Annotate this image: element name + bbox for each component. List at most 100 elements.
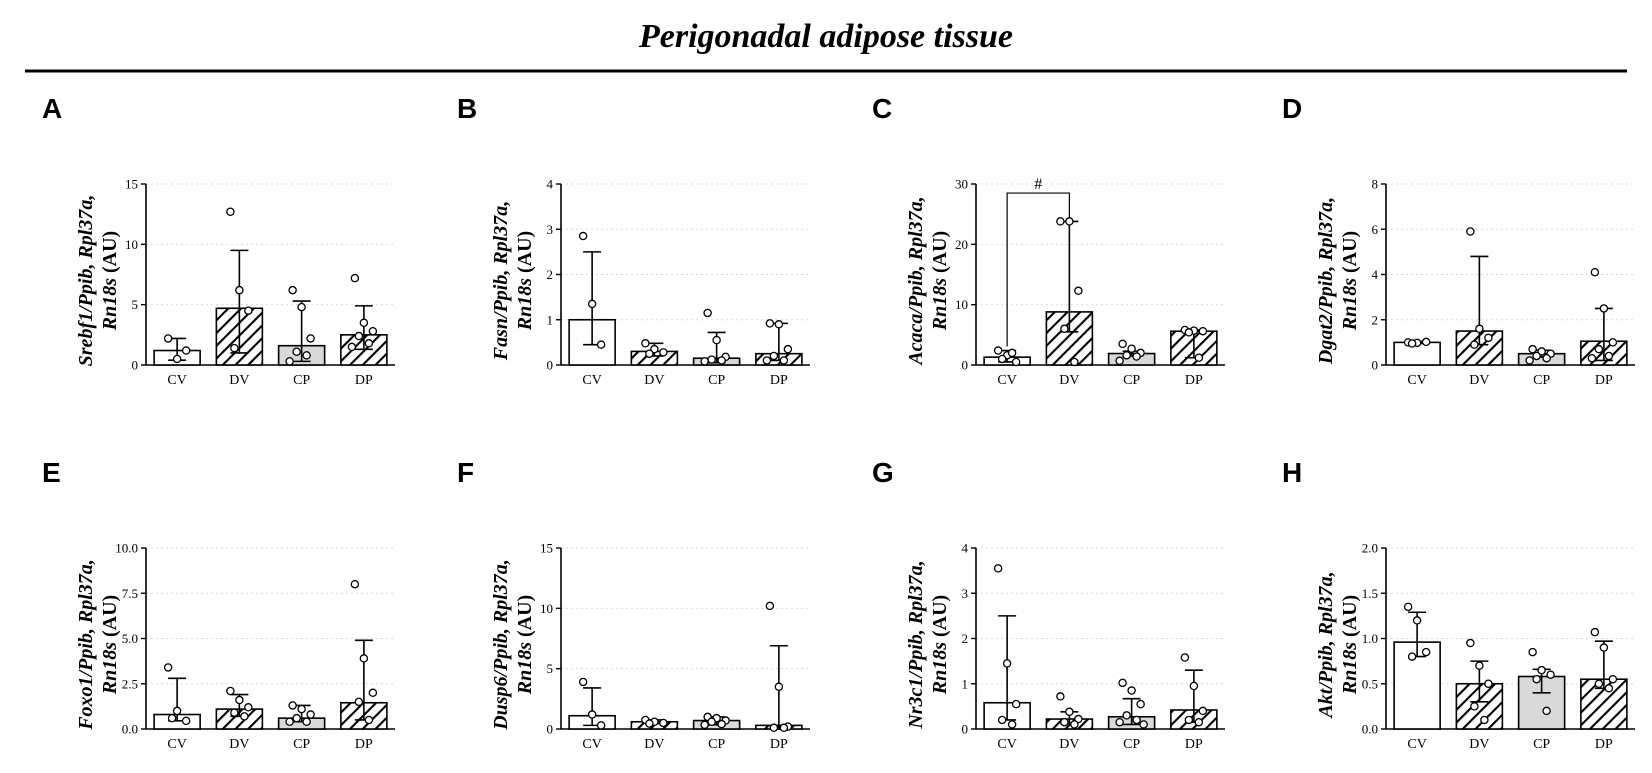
data-point bbox=[1115, 717, 1124, 727]
data-point bbox=[1470, 702, 1479, 711]
data-point bbox=[1184, 715, 1194, 725]
y-axis-label-line1: Dusp6/Ppib, Rpl37a, bbox=[490, 559, 512, 731]
y-axis-label: Srebf1/Ppib, Rpl37a, Rn18s (AU) bbox=[75, 195, 121, 367]
data-point bbox=[1132, 352, 1141, 361]
data-point bbox=[288, 701, 297, 710]
y-axis-label-line2: Rn18s (AU) bbox=[514, 595, 536, 695]
y-tick-label: 4 bbox=[962, 541, 969, 556]
y-axis-label-line1: Dgat2/Ppib, Rpl37a, bbox=[1315, 197, 1337, 365]
data-point bbox=[297, 704, 306, 714]
data-point bbox=[1542, 706, 1551, 716]
y-tick-label: 0 bbox=[547, 722, 554, 737]
panel-letter: H bbox=[1282, 457, 1302, 488]
y-axis-label-line1: Foxo1/Ppib, Rpl37a, bbox=[75, 559, 97, 731]
data-point bbox=[1608, 674, 1618, 684]
y-axis-gene2: Rn18s bbox=[99, 642, 121, 695]
data-point bbox=[769, 351, 779, 361]
data-point bbox=[1184, 328, 1194, 337]
data-point bbox=[240, 712, 249, 721]
data-point bbox=[292, 713, 301, 723]
data-point bbox=[1002, 659, 1012, 668]
y-tick-label: 4 bbox=[547, 177, 554, 192]
data-point bbox=[1060, 717, 1069, 727]
data-point bbox=[288, 285, 297, 295]
x-tick-label: CP bbox=[1123, 373, 1140, 388]
data-point bbox=[350, 579, 360, 589]
x-tick-label: CP bbox=[293, 373, 310, 388]
panel-letter: G bbox=[872, 457, 894, 488]
y-axis-label: Dusp6/Ppib, Rpl37a, Rn18s (AU) bbox=[490, 559, 536, 731]
x-tick-label: CV bbox=[167, 373, 186, 388]
data-point bbox=[1594, 679, 1604, 688]
x-tick-label: DV bbox=[1059, 373, 1079, 388]
data-point bbox=[1407, 339, 1417, 348]
data-point bbox=[1127, 344, 1136, 353]
x-tick-label: DV bbox=[644, 373, 664, 388]
y-axis-label-line2: Rn18s (AU) bbox=[929, 595, 951, 695]
y-axis-label-line1: Srebf1/Ppib, Rpl37a, bbox=[75, 195, 97, 367]
data-point bbox=[712, 335, 721, 345]
y-tick-label: 0.5 bbox=[1362, 676, 1378, 691]
y-axis-unit: (AU) bbox=[514, 595, 536, 637]
y-axis-label-line1: Nr3c1/Ppib, Rpl37a, bbox=[905, 560, 927, 729]
x-tick-label: DP bbox=[1185, 737, 1203, 752]
y-axis-gene2: Rn18s bbox=[929, 278, 951, 331]
y-axis-label-line1: Akt/Ppib, Rpl37a, bbox=[1315, 571, 1337, 719]
x-tick-label: CP bbox=[1123, 737, 1140, 752]
data-point bbox=[1594, 344, 1604, 354]
y-tick-label: 10.0 bbox=[115, 541, 138, 556]
y-axis-label: Akt/Ppib, Rpl37a, Rn18s (AU) bbox=[1315, 571, 1361, 719]
y-tick-label: 8 bbox=[1372, 177, 1379, 192]
data-point bbox=[578, 677, 588, 687]
x-tick-label: CV bbox=[997, 737, 1016, 752]
data-point bbox=[1115, 356, 1124, 366]
data-point bbox=[292, 347, 301, 356]
y-axis-label-line1: Fasn/Ppib, Rpl37a, bbox=[490, 201, 512, 361]
x-tick-label: DV bbox=[1059, 737, 1079, 752]
x-tick-label: DP bbox=[355, 373, 373, 388]
data-point bbox=[1484, 679, 1493, 688]
data-point bbox=[1007, 348, 1017, 358]
data-point bbox=[1546, 670, 1555, 679]
x-tick-label: CV bbox=[997, 373, 1016, 388]
y-axis-label: Fasn/Ppib, Rpl37a, Rn18s (AU) bbox=[490, 201, 536, 361]
y-axis-gene: Dgat2 bbox=[1315, 314, 1337, 365]
data-point bbox=[226, 207, 235, 217]
x-tick-label: DV bbox=[229, 373, 249, 388]
data-point bbox=[1604, 684, 1614, 693]
data-point bbox=[1484, 333, 1493, 343]
data-point bbox=[1587, 353, 1597, 363]
data-point bbox=[997, 354, 1007, 364]
data-point bbox=[1480, 715, 1489, 725]
data-point bbox=[181, 346, 191, 355]
data-point bbox=[765, 319, 775, 328]
data-point bbox=[1065, 707, 1074, 717]
data-point bbox=[641, 339, 650, 348]
data-point bbox=[302, 351, 311, 360]
data-point bbox=[779, 356, 789, 365]
y-tick-label: 10 bbox=[540, 601, 553, 616]
y-tick-label: 10 bbox=[125, 237, 138, 252]
x-tick-label: DV bbox=[644, 737, 664, 752]
data-point bbox=[1194, 353, 1204, 363]
data-point bbox=[350, 273, 360, 283]
data-point bbox=[364, 715, 374, 725]
y-tick-label: 5.0 bbox=[122, 631, 138, 646]
data-point bbox=[1412, 616, 1422, 625]
y-axis-label: Acaca/Ppib, Rpl37a, Rn18s (AU) bbox=[905, 196, 951, 366]
y-tick-label: 2.0 bbox=[1362, 541, 1378, 556]
data-point bbox=[1403, 602, 1413, 612]
data-point bbox=[703, 308, 712, 318]
data-point bbox=[1528, 647, 1537, 657]
y-axis-gene: Dusp6 bbox=[490, 676, 512, 730]
panel-g: G Nr3c1/Ppib, Rpl37a, Rn18s (AU) 0 1 2 3 4 CV DV C… bbox=[872, 457, 1225, 752]
data-point bbox=[368, 688, 378, 698]
y-axis-label-line2: Rn18s (AU) bbox=[514, 231, 536, 331]
y-axis-normalizers: /Ppib, Rpl37a, bbox=[905, 560, 927, 679]
data-point bbox=[1127, 686, 1136, 695]
y-axis-gene2: Rn18s bbox=[514, 642, 536, 695]
data-point bbox=[1011, 357, 1021, 367]
data-point bbox=[1590, 267, 1600, 277]
y-tick-label: 0 bbox=[962, 358, 969, 373]
